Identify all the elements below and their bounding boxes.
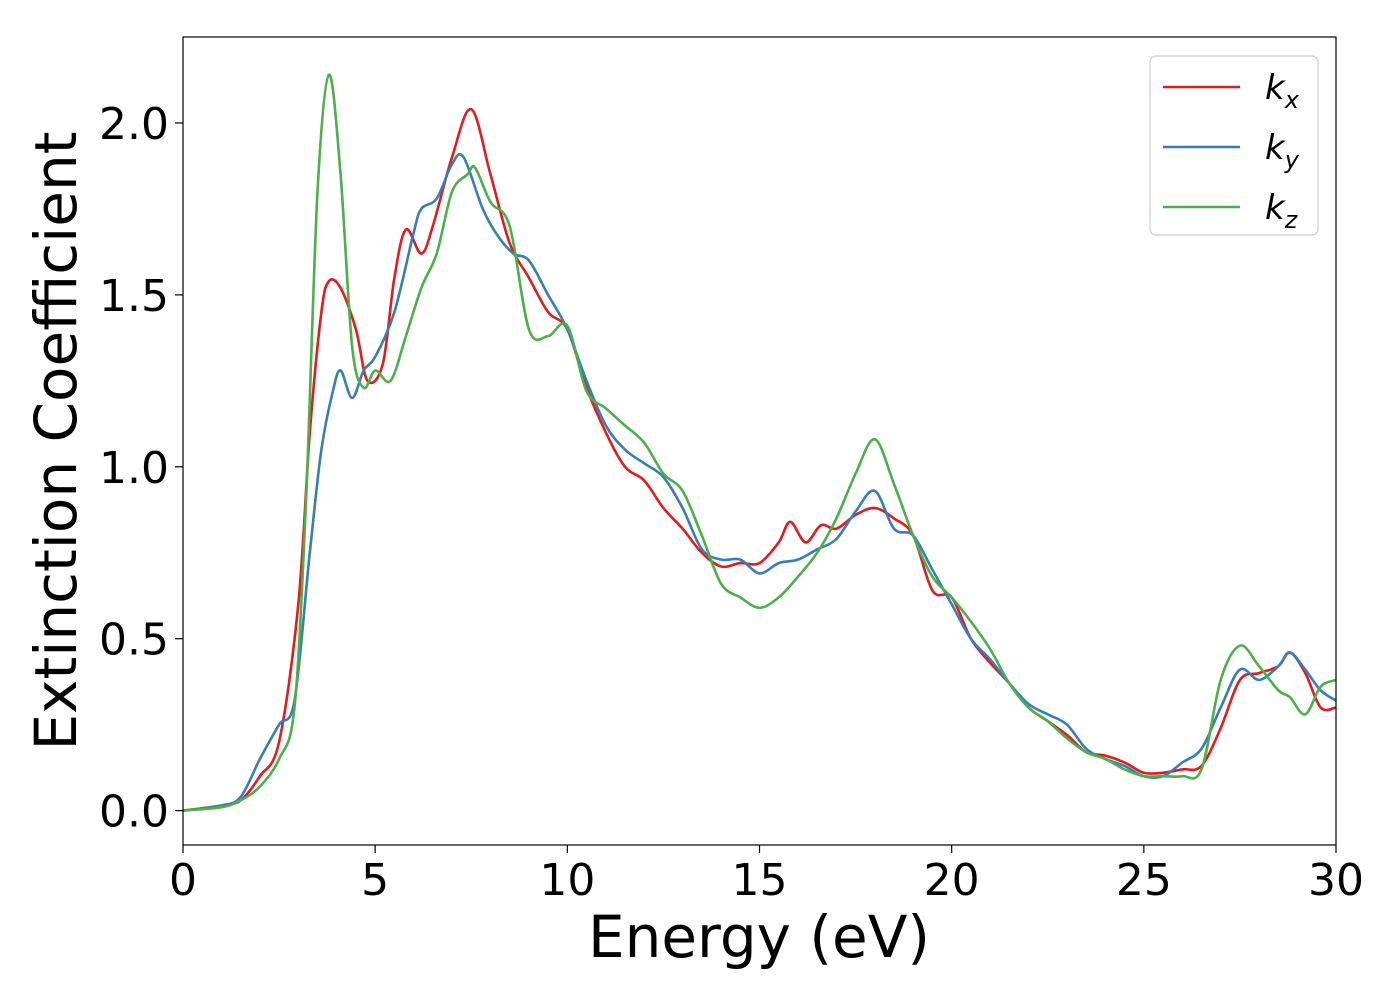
- x-tick-label: 5: [361, 855, 389, 906]
- series-line-k-z: [183, 73, 1336, 812]
- series-layer: [183, 73, 1336, 812]
- series-line-k-x: [183, 107, 1336, 812]
- x-tick-label: 0: [169, 855, 197, 906]
- y-axis-label: Extinction Coefficient: [22, 132, 90, 751]
- x-tick-label: 15: [732, 855, 788, 906]
- y-tick-label: 1.0: [99, 443, 169, 494]
- x-tick-label: 10: [539, 855, 595, 906]
- x-tick-label: 20: [924, 855, 980, 906]
- series-line-k-y: [183, 152, 1336, 812]
- x-axis-label: Energy (eV): [588, 903, 930, 971]
- y-axis: 0.0 0.5 1.0 1.5 2.0: [99, 99, 183, 838]
- x-axis: 0 5 10 15 20 25 30: [169, 845, 1364, 906]
- legend-label-y: ky: [1265, 128, 1300, 174]
- y-tick-label: 0.5: [99, 615, 169, 666]
- y-tick-label: 2.0: [99, 99, 169, 150]
- x-tick-label: 30: [1308, 855, 1364, 906]
- y-tick-label: 1.5: [99, 271, 169, 322]
- legend: kx ky kz: [1149, 55, 1319, 236]
- y-tick-label: 0.0: [99, 787, 169, 838]
- legend-label-z: kz: [1265, 188, 1299, 234]
- legend-label-x: kx: [1265, 68, 1300, 114]
- legend-box: [1149, 55, 1319, 236]
- x-tick-label: 25: [1116, 855, 1172, 906]
